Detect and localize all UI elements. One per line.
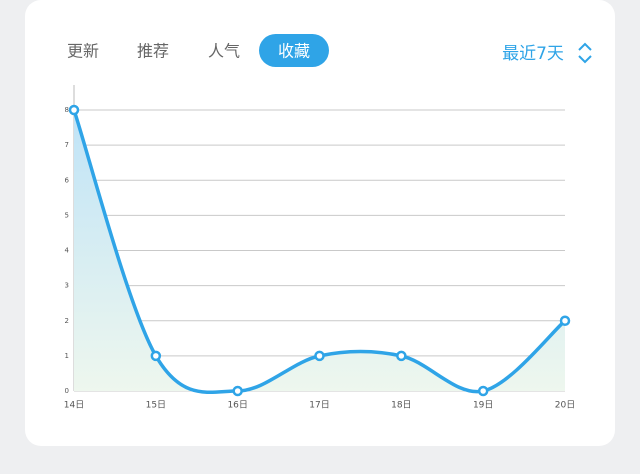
tab[interactable]: 更新 xyxy=(67,42,99,61)
area xyxy=(74,110,565,393)
y-tick-label: 4 xyxy=(65,247,70,255)
y-tick-label: 3 xyxy=(65,282,69,290)
point xyxy=(232,385,243,397)
chevron-icon[interactable] xyxy=(578,42,592,64)
y-tick-label: 5 xyxy=(65,211,69,219)
y-tick-label: 7 xyxy=(65,141,69,149)
y-tick-label: 2 xyxy=(65,317,69,325)
tab-active-bg xyxy=(259,34,329,67)
x-tick-label: 14日 xyxy=(64,400,84,411)
point xyxy=(559,315,571,326)
tab[interactable]: 人气 xyxy=(208,42,240,61)
y-tick-label: 0 xyxy=(65,387,69,395)
point xyxy=(314,350,325,362)
x-tick-label: 19日 xyxy=(473,400,493,411)
x-tick-label: 15日 xyxy=(146,400,166,411)
tab[interactable]: 推荐 xyxy=(137,42,169,61)
point xyxy=(150,350,162,362)
range-selector[interactable]: 最近7天 xyxy=(502,44,564,64)
point xyxy=(396,350,407,362)
y-tick-label: 8 xyxy=(65,106,69,114)
point xyxy=(68,104,80,116)
y-tick-label: 1 xyxy=(65,352,69,360)
x-tick-label: 17日 xyxy=(309,400,329,411)
x-tick-label: 16日 xyxy=(227,400,247,411)
x-tick-label: 20日 xyxy=(555,400,575,411)
point xyxy=(477,385,489,397)
tab[interactable]: 收藏 xyxy=(278,42,310,61)
y-tick-label: 6 xyxy=(65,176,70,184)
x-tick-label: 18日 xyxy=(391,400,411,411)
